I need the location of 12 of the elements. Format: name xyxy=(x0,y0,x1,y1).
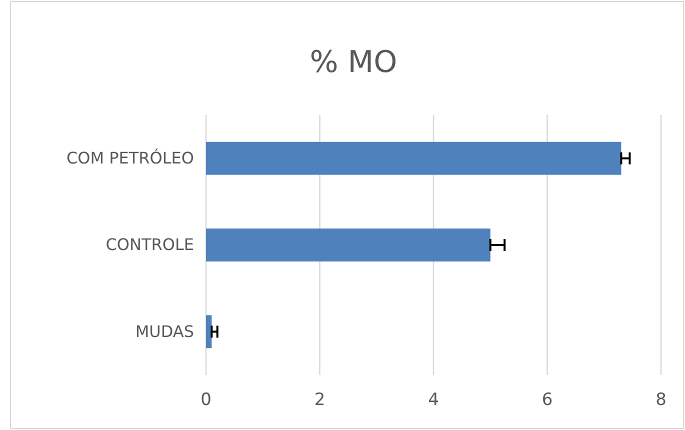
x-tick-label: 2 xyxy=(314,390,326,410)
y-tick-label: COM PETRÓLEO xyxy=(66,148,194,168)
chart-title: % MO xyxy=(310,45,398,80)
bar xyxy=(206,228,490,262)
x-tick-label: 6 xyxy=(542,390,553,410)
x-tick-label: 8 xyxy=(656,390,666,410)
y-tick-label: MUDAS xyxy=(135,322,194,341)
bar xyxy=(206,142,622,175)
x-tick-label: 0 xyxy=(200,390,212,410)
y-tick-label: CONTROLE xyxy=(106,235,194,254)
bar xyxy=(206,315,212,348)
x-tick-label: 4 xyxy=(428,390,439,410)
